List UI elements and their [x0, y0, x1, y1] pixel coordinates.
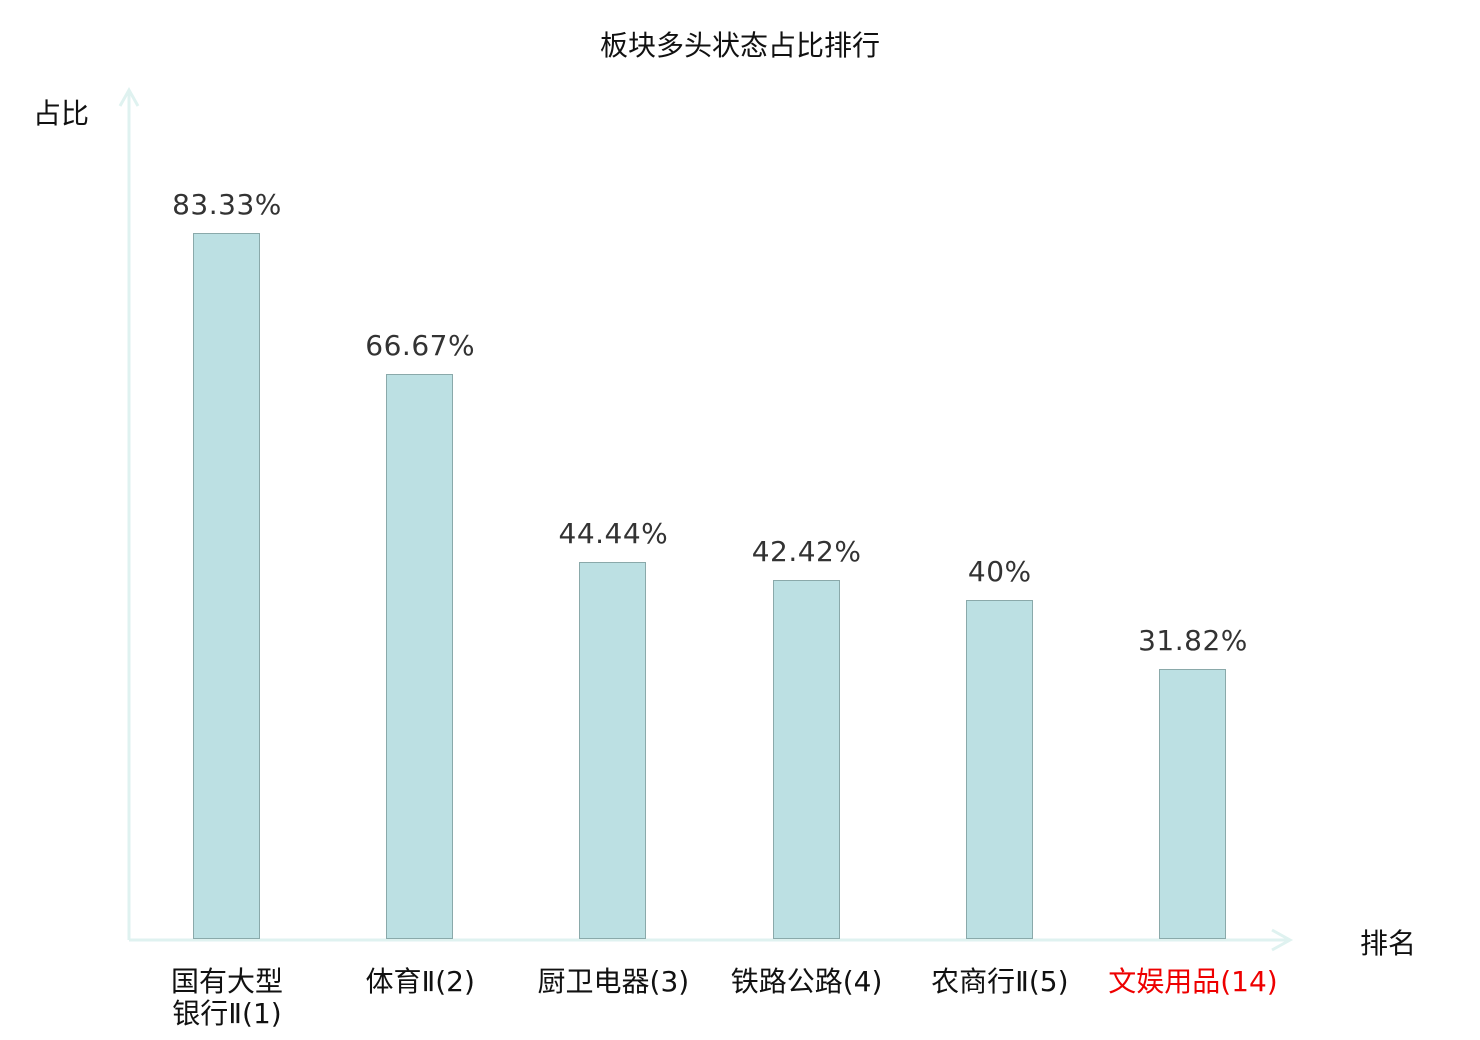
chart-title: 板块多头状态占比排行 — [599, 29, 880, 62]
data-label-3: 42.42% — [751, 534, 862, 568]
bar-2 — [579, 562, 647, 939]
x-axis-label: 排名 — [1360, 927, 1417, 960]
x-tick-label-4: 农商行Ⅱ(5) — [931, 965, 1069, 998]
data-label-2: 44.44% — [558, 517, 669, 551]
x-tick-label-5: 文娱用品(14) — [1108, 965, 1278, 998]
data-label-0: 83.33% — [172, 188, 282, 221]
bar-5 — [1159, 669, 1226, 939]
bar-0 — [193, 233, 260, 939]
x-tick-label-0: 国有大型 银行Ⅱ(1) — [170, 965, 283, 1030]
x-tick-label-1: 体育Ⅱ(2) — [365, 965, 475, 998]
x-tick-label-3: 铁路公路(4) — [730, 965, 883, 998]
data-label-1: 66.67% — [365, 329, 476, 363]
x-tick-label-2: 厨卫电器(3) — [537, 965, 690, 998]
x-axis-arrow — [1271, 928, 1294, 952]
bar-3 — [772, 579, 840, 939]
bar-4 — [965, 600, 1033, 939]
bar-1 — [386, 374, 454, 939]
y-axis-label: 占比 — [33, 97, 90, 130]
data-label-5: 31.82% — [1138, 624, 1248, 658]
data-label-4: 40% — [967, 555, 1032, 589]
y-axis-arrow — [118, 86, 140, 107]
